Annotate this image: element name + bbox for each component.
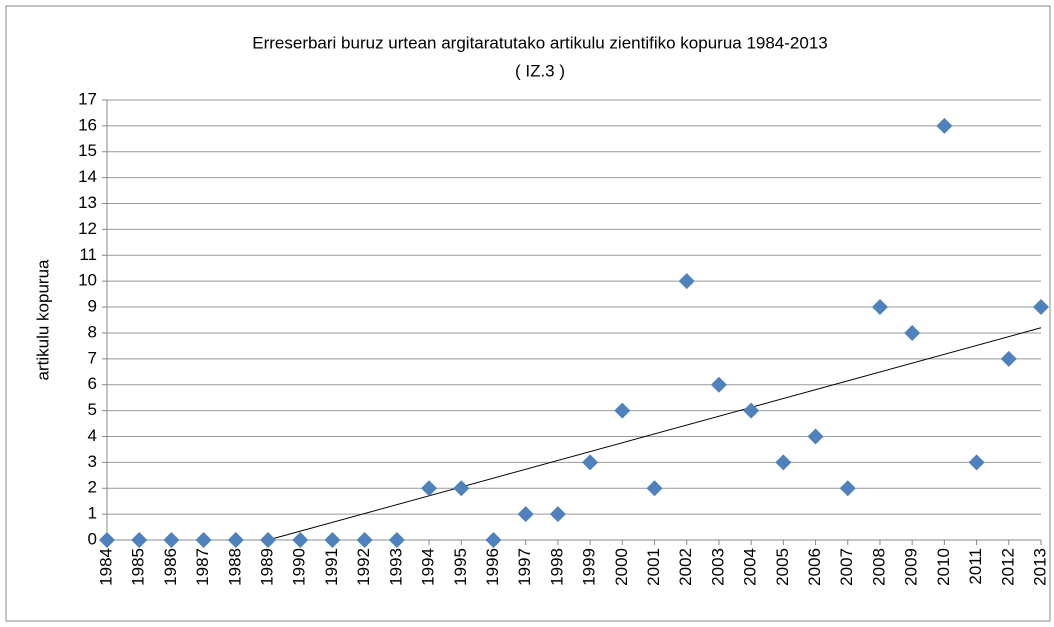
data-point xyxy=(807,428,824,445)
data-point xyxy=(582,454,599,471)
data-point xyxy=(839,480,856,497)
x-tick-label: 2002 xyxy=(676,548,695,586)
data-point xyxy=(99,532,115,548)
data-point xyxy=(904,324,921,341)
y-tick-label: 16 xyxy=(78,115,97,134)
y-tick-label: 14 xyxy=(78,167,97,186)
data-point xyxy=(775,454,792,471)
x-tick-label: 1999 xyxy=(580,548,599,586)
y-tick-label: 9 xyxy=(88,297,97,316)
y-tick-label: 17 xyxy=(78,89,97,108)
data-point xyxy=(614,402,631,419)
y-tick-label: 3 xyxy=(88,452,97,471)
x-tick-label: 1992 xyxy=(354,548,373,586)
y-tick-label: 4 xyxy=(88,426,97,445)
data-point xyxy=(453,480,470,497)
y-tick-label: 8 xyxy=(88,322,97,341)
x-tick-label: 1991 xyxy=(322,548,341,586)
data-point xyxy=(517,506,534,523)
data-point xyxy=(324,532,341,548)
x-tick-label: 2004 xyxy=(741,548,760,586)
data-point xyxy=(421,480,438,497)
chart-border xyxy=(5,5,1051,622)
chart-subtitle: ( IZ.3 ) xyxy=(515,61,565,80)
x-tick-label: 2003 xyxy=(708,548,727,586)
data-point xyxy=(163,532,180,548)
x-tick-label: 2013 xyxy=(1030,548,1049,586)
data-point xyxy=(968,454,985,471)
chart-title: Erreserbari buruz urtean argitaratutako … xyxy=(252,33,828,52)
x-tick-label: 1984 xyxy=(96,548,115,586)
data-point xyxy=(356,532,373,548)
y-tick-label: 15 xyxy=(78,141,97,160)
data-point xyxy=(678,273,695,290)
x-tick-label: 1997 xyxy=(515,548,534,586)
data-point xyxy=(388,532,405,548)
y-tick-label: 12 xyxy=(78,219,97,238)
data-point xyxy=(292,532,309,548)
data-point xyxy=(131,532,148,548)
x-tick-label: 2010 xyxy=(934,548,953,586)
x-tick-label: 1994 xyxy=(419,548,438,586)
x-tick-label: 2012 xyxy=(998,548,1017,586)
y-tick-label: 11 xyxy=(79,245,97,264)
data-point xyxy=(195,532,212,548)
data-point xyxy=(549,506,566,523)
data-point xyxy=(1000,350,1017,367)
x-tick-label: 1988 xyxy=(225,548,244,586)
y-tick-label: 0 xyxy=(88,529,97,548)
x-tick-label: 1990 xyxy=(290,548,309,586)
y-tick-label: 5 xyxy=(88,400,97,419)
data-point xyxy=(871,299,888,316)
data-point xyxy=(743,402,760,419)
x-tick-label: 1995 xyxy=(451,548,470,586)
y-tick-label: 1 xyxy=(88,504,97,523)
x-tick-label: 2006 xyxy=(805,548,824,586)
y-tick-label: 2 xyxy=(88,478,97,497)
x-tick-label: 2008 xyxy=(869,548,888,586)
data-point xyxy=(1033,299,1049,316)
x-tick-label: 1986 xyxy=(161,548,180,586)
x-tick-label: 2009 xyxy=(902,548,921,586)
x-tick-label: 1993 xyxy=(386,548,405,586)
x-tick-label: 2005 xyxy=(773,548,792,586)
trendline xyxy=(267,327,1042,541)
y-tick-label: 7 xyxy=(88,348,97,367)
x-tick-label: 1987 xyxy=(193,548,212,586)
y-tick-label: 10 xyxy=(78,271,97,290)
x-tick-label: 2001 xyxy=(644,548,663,586)
x-tick-label: 1989 xyxy=(258,548,277,586)
y-tick-label: 6 xyxy=(88,374,97,393)
x-tick-label: 2011 xyxy=(966,548,985,585)
data-point xyxy=(646,480,663,497)
x-tick-label: 1998 xyxy=(547,548,566,586)
data-point xyxy=(260,532,277,548)
data-point xyxy=(227,532,244,548)
x-tick-label: 2007 xyxy=(837,548,856,586)
x-tick-label: 1985 xyxy=(129,548,148,586)
data-point xyxy=(710,376,727,393)
x-tick-label: 2000 xyxy=(612,548,631,586)
data-point xyxy=(485,532,502,548)
x-tick-label: 1996 xyxy=(483,548,502,586)
y-tick-label: 13 xyxy=(78,193,97,212)
y-axis-label: artikulu kopurua xyxy=(33,259,52,381)
data-point xyxy=(936,117,953,134)
